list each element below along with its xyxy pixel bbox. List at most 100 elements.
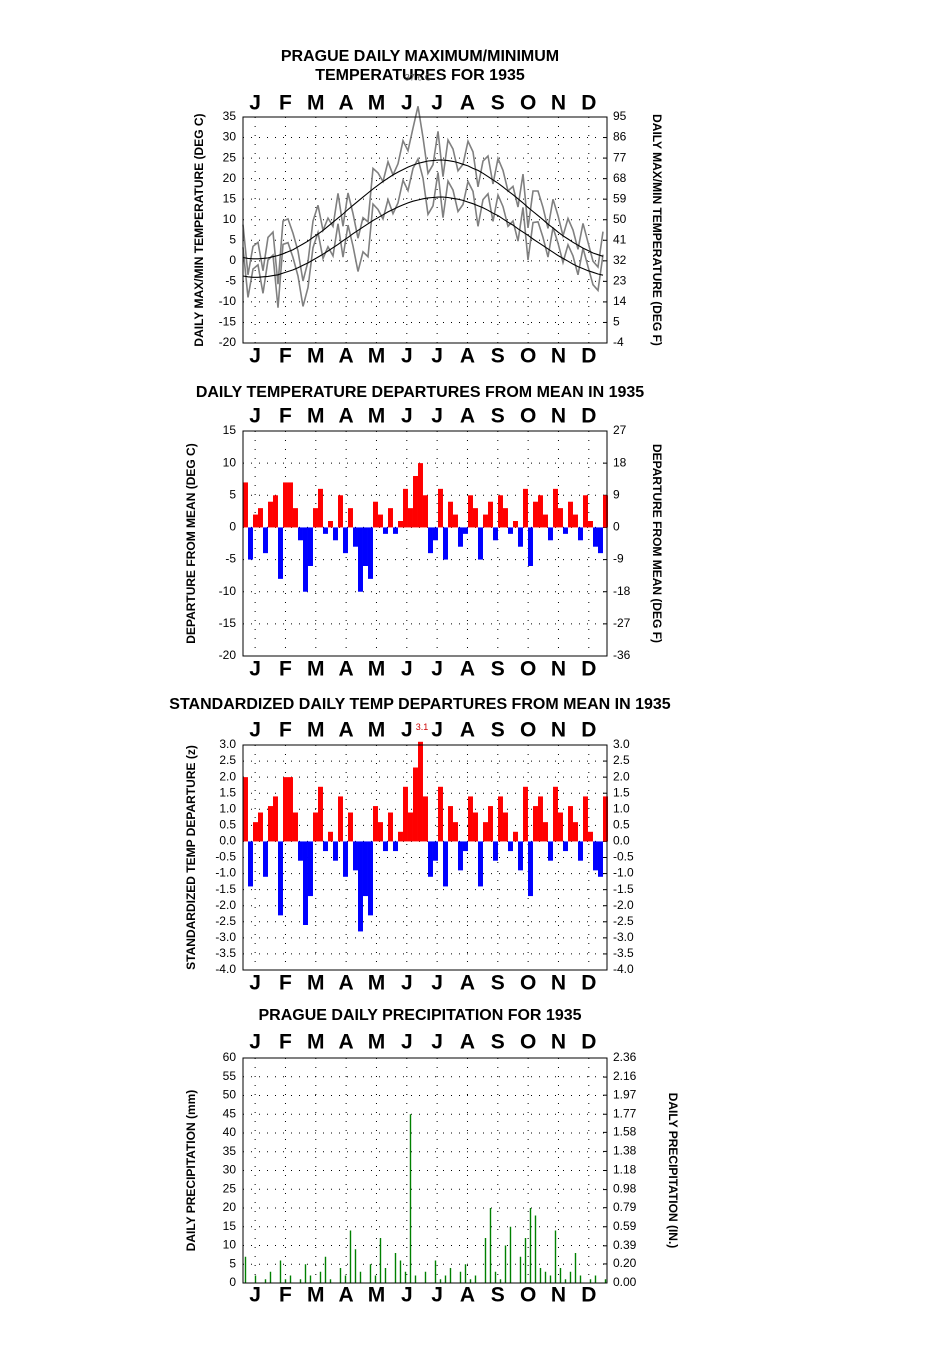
bar xyxy=(319,1271,322,1283)
bar xyxy=(383,841,388,852)
bar xyxy=(548,841,553,861)
chart-title: STANDARDIZED DAILY TEMP DEPARTURES FROM … xyxy=(169,696,671,713)
y2-tick-label: -2.0 xyxy=(613,898,634,912)
y2-tick-label: 1.58 xyxy=(613,1125,637,1139)
month-label: N xyxy=(551,92,566,115)
y2-axis-label: DAILY MAX/MIN TEMPERATURE (DEG F) xyxy=(650,114,664,346)
y-tick-label: 60 xyxy=(223,1050,237,1064)
month-label: J xyxy=(401,1031,413,1054)
bar xyxy=(553,488,558,528)
month-label: M xyxy=(307,1031,325,1054)
bar xyxy=(508,527,513,534)
month-label: A xyxy=(460,658,475,681)
bar xyxy=(433,841,438,861)
y-tick-label: 30 xyxy=(223,1163,237,1177)
bar xyxy=(459,1271,462,1283)
bar xyxy=(493,527,498,541)
bar xyxy=(418,741,423,842)
bar xyxy=(289,1275,292,1283)
month-label: M xyxy=(368,972,386,995)
y-tick-label: 10 xyxy=(223,455,237,469)
y-tick-label: -1.5 xyxy=(215,882,236,896)
month-label: A xyxy=(460,1284,475,1307)
month-label: N xyxy=(551,719,566,742)
bar xyxy=(424,1271,427,1283)
y-tick-label: 0 xyxy=(229,520,236,534)
bar xyxy=(588,831,593,842)
bar xyxy=(279,1260,282,1283)
month-label: D xyxy=(581,658,596,681)
bar xyxy=(398,521,403,528)
y2-tick-label: 14 xyxy=(613,294,627,308)
y-tick-label: 10 xyxy=(223,212,237,226)
month-label: M xyxy=(307,972,325,995)
bar xyxy=(348,508,353,528)
y2-tick-label: 0.98 xyxy=(613,1182,637,1196)
month-label: J xyxy=(401,972,413,995)
bar xyxy=(318,786,323,842)
bar xyxy=(538,796,543,842)
y-tick-label: 5 xyxy=(229,487,236,501)
bar xyxy=(518,527,523,547)
bar xyxy=(573,514,578,528)
y-tick-label: 45 xyxy=(223,1106,237,1120)
bar xyxy=(443,527,448,560)
bar xyxy=(448,806,453,842)
y-tick-label: 35 xyxy=(223,1144,237,1158)
month-label: A xyxy=(460,1031,475,1054)
month-label: A xyxy=(339,92,354,115)
bar xyxy=(303,527,308,592)
bar xyxy=(604,1279,607,1283)
bar xyxy=(298,841,303,861)
month-label: M xyxy=(307,719,325,742)
y-tick-label: -1.0 xyxy=(215,866,236,880)
y-tick-label: 35 xyxy=(223,109,237,123)
bar xyxy=(498,495,503,528)
bar xyxy=(378,514,383,528)
bar xyxy=(603,796,608,842)
bar xyxy=(438,488,443,528)
bar xyxy=(478,527,483,560)
bar xyxy=(344,1275,347,1283)
month-label: J xyxy=(249,345,261,368)
month-label: D xyxy=(581,1284,596,1307)
bar xyxy=(398,831,403,842)
bar xyxy=(598,841,603,877)
month-label: J xyxy=(431,658,443,681)
y-tick-label: -5 xyxy=(225,274,236,288)
bar xyxy=(293,508,298,528)
bar xyxy=(583,796,588,842)
plot-frame xyxy=(242,430,608,657)
month-label: N xyxy=(551,405,566,428)
bar xyxy=(554,1230,557,1283)
y-tick-label: 3.0 xyxy=(219,737,236,751)
month-label: O xyxy=(520,405,536,428)
annotation: 37.6 C xyxy=(405,73,432,83)
bar xyxy=(258,812,263,842)
y2-tick-label: 3.0 xyxy=(613,737,630,751)
month-label: A xyxy=(339,719,354,742)
y2-tick-label: 1.77 xyxy=(613,1106,637,1120)
bar xyxy=(328,521,333,528)
y-tick-label: 20 xyxy=(223,171,237,185)
y-tick-label: 15 xyxy=(223,191,237,205)
month-label: D xyxy=(581,405,596,428)
y2-tick-label: 18 xyxy=(613,455,627,469)
bar xyxy=(273,495,278,528)
y2-tick-label: 0.00 xyxy=(613,1275,637,1289)
bar xyxy=(519,1256,522,1283)
bar xyxy=(508,841,513,852)
bar xyxy=(488,806,493,842)
bar xyxy=(293,812,298,842)
month-label: A xyxy=(460,345,475,368)
y-tick-label: 1.0 xyxy=(219,801,236,815)
month-label: A xyxy=(339,405,354,428)
bar xyxy=(478,841,483,887)
bar xyxy=(469,1279,472,1283)
month-label: F xyxy=(279,719,292,742)
bar xyxy=(528,841,533,897)
y2-tick-label: 95 xyxy=(613,109,627,123)
bar xyxy=(413,767,418,842)
bar xyxy=(243,482,248,528)
bar xyxy=(353,841,358,871)
